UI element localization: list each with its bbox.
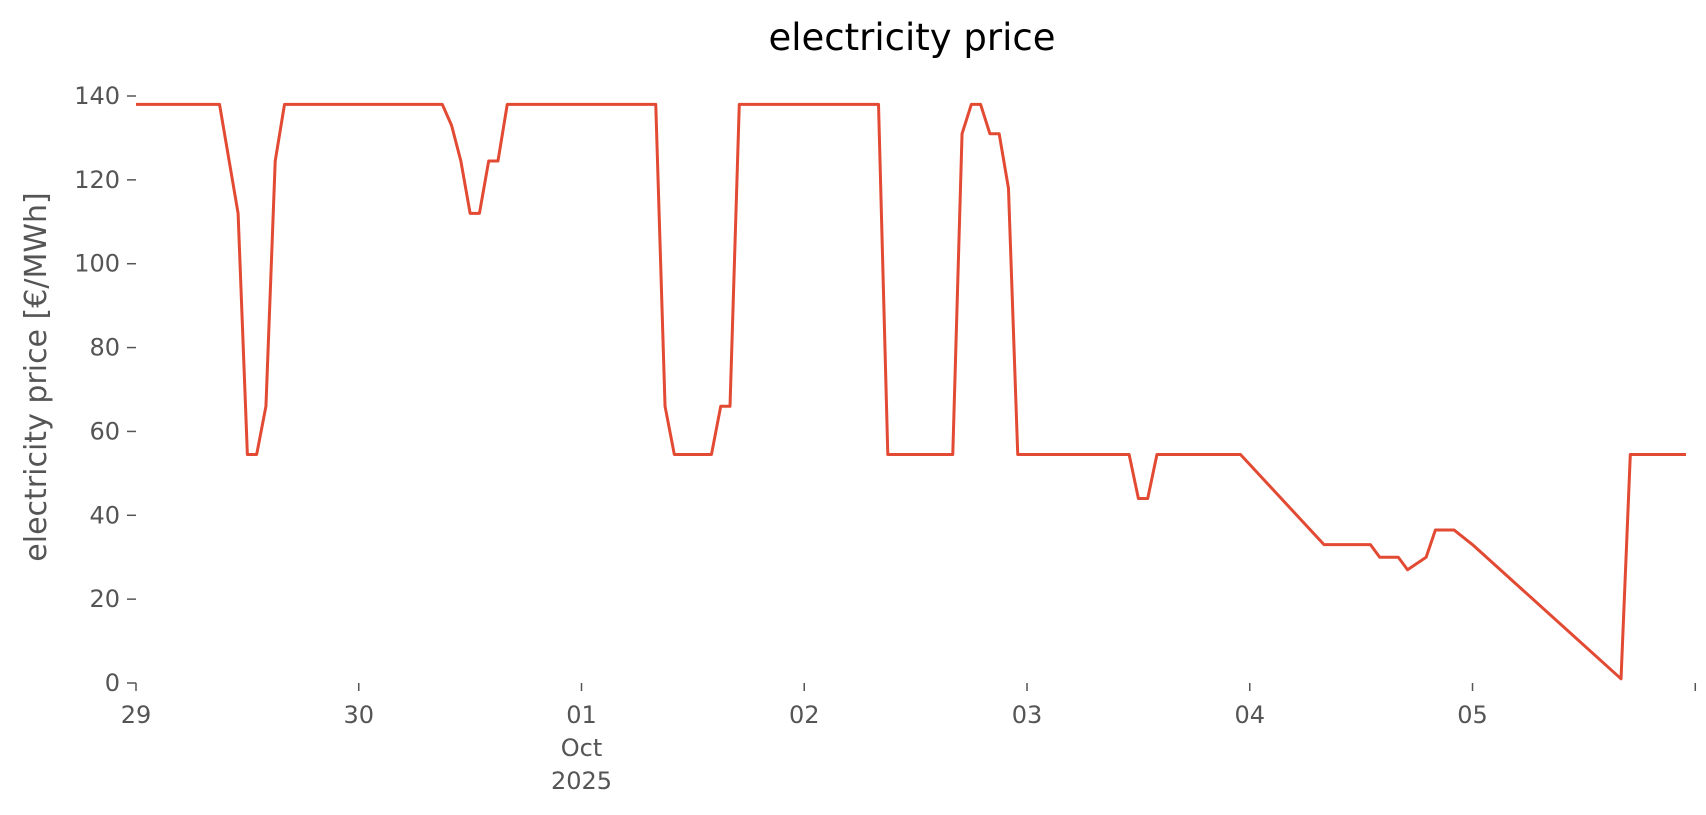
y-tick-label-5: 100 bbox=[74, 250, 120, 278]
y-tick-label-2: 40 bbox=[89, 501, 120, 529]
x-tick-label-6: 05 bbox=[1457, 701, 1488, 729]
chart-title: electricity price bbox=[768, 16, 1055, 59]
y-tick-label-0: 0 bbox=[105, 669, 120, 697]
y-tick-label-3: 60 bbox=[89, 417, 120, 445]
y-axis-label: electricity price [€/MWh] bbox=[19, 192, 54, 561]
y-tick-label-4: 80 bbox=[89, 334, 120, 362]
x-tick-sublabel-2-1: 2025 bbox=[551, 767, 612, 795]
y-tick-label-6: 120 bbox=[74, 166, 120, 194]
x-tick-label-3: 02 bbox=[789, 701, 820, 729]
y-tick-label-1: 20 bbox=[89, 585, 120, 613]
y-tick-label-7: 140 bbox=[74, 82, 120, 110]
x-tick-sublabel-2-0: Oct bbox=[561, 734, 603, 762]
x-axis: 29 30 01 Oct 2025 02 03 04 05 bbox=[121, 683, 1697, 795]
x-tick-label-1: 30 bbox=[343, 701, 374, 729]
x-tick-label-4: 03 bbox=[1012, 701, 1043, 729]
x-tick-label-5: 04 bbox=[1234, 701, 1265, 729]
plot-area bbox=[136, 102, 1686, 681]
x-tick-label-2: 01 bbox=[566, 701, 597, 729]
x-tick-label-0: 29 bbox=[121, 701, 152, 729]
series-line-0 bbox=[136, 102, 1686, 681]
y-axis: 0 20 40 60 80 100 120 140 bbox=[74, 82, 136, 697]
